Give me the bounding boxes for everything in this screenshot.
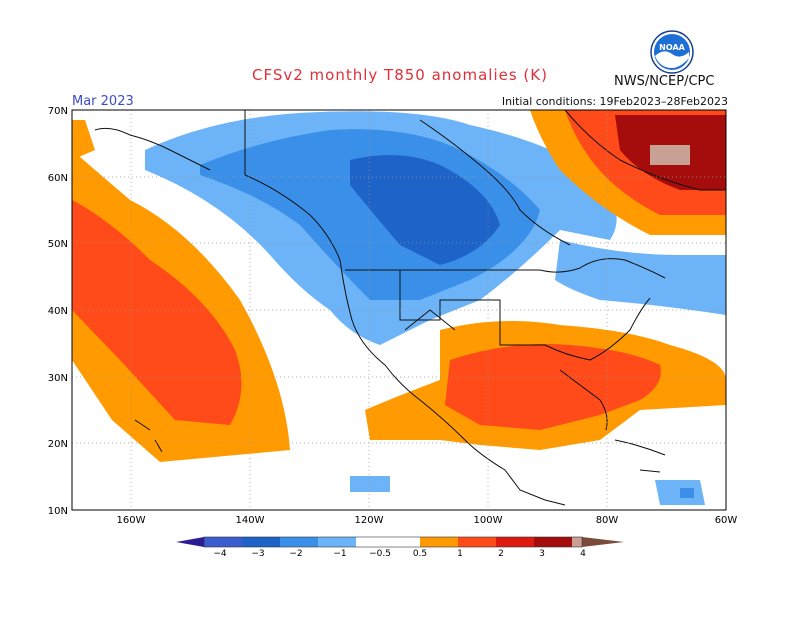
colorbar-label: −2 [289,549,302,559]
lat-label: 10N [48,506,68,517]
colorbar-swatch [318,537,356,547]
noaa-logo: NOAA [650,30,694,74]
latitude-labels: 70N 60N 50N 40N 30N 20N 10N [48,106,68,517]
lat-label: 30N [48,373,68,384]
colorbar-label: −3 [251,549,264,559]
colorbar-swatch [420,537,458,547]
graticule [72,110,726,510]
initial-conditions: Initial conditions: 19Feb2023–28Feb2023 [501,95,728,108]
colorbar-swatch [242,537,280,547]
lon-label: 60W [715,515,738,526]
lon-label: 80W [596,515,619,526]
forecast-month: Mar 2023 [72,94,134,109]
noaa-logo-text: NOAA [659,43,685,52]
colorbar-label: 4 [580,549,586,559]
coastlines [94,109,726,506]
colorbar-label: −1 [333,549,346,559]
colorbar-swatch [280,537,318,547]
lat-label: 50N [48,239,68,250]
colorbar-max-arrow [582,537,624,547]
colorbar-swatch [534,537,572,547]
colorbar-swatch [356,537,420,547]
colorbar-label: −4 [213,549,227,559]
colorbar-swatch [458,537,496,547]
colorbar-label: −0.5 [369,549,391,559]
lat-label: 20N [48,439,68,450]
agency-label: NWS/NCEP/CPC [614,74,715,89]
colorbar-label: 1 [457,549,463,559]
longitude-labels: 160W 140W 120W 100W 80W 60W [117,515,738,526]
lat-label: 70N [48,106,68,117]
anomaly-field [72,110,726,510]
colorbar-label: 0.5 [413,549,427,559]
lat-label: 60N [48,173,68,184]
lon-label: 100W [474,515,503,526]
lon-label: 160W [117,515,146,526]
colorbar-swatch [572,537,582,547]
colorbar-label: 2 [498,549,504,559]
lat-label: 40N [48,306,68,317]
chart-title: CFSv2 monthly T850 anomalies (K) [252,66,548,84]
lon-label: 140W [236,515,265,526]
colorbar-swatch [496,537,534,547]
colorbar-label: 3 [539,549,545,559]
colorbar-min-arrow [176,537,204,547]
colorbar-swatch [204,537,242,547]
lon-label: 120W [355,515,384,526]
map-frame [71,109,727,511]
colorbar: −4 −3 −2 −1 −0.5 0.5 1 2 3 4 [176,536,624,559]
